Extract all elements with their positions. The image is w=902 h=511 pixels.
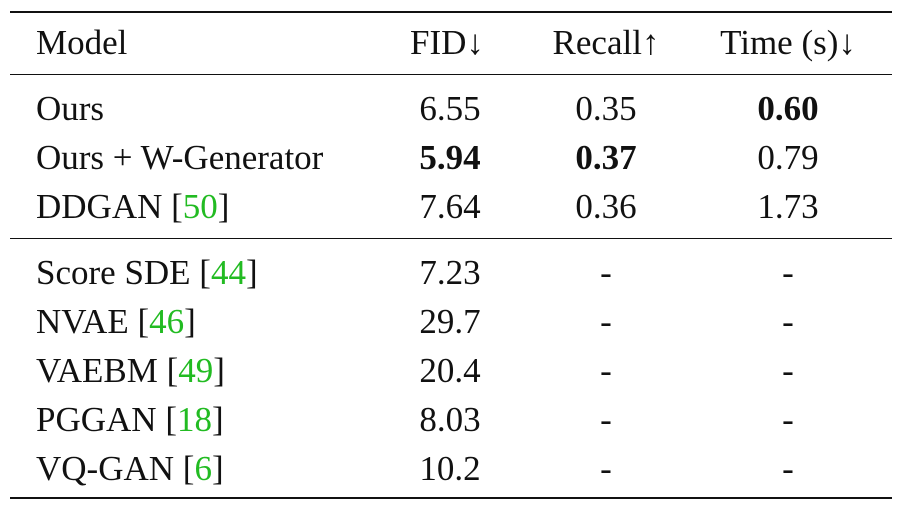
model-label: VAEBM [ [36, 351, 179, 390]
recall-value: 0.37 [575, 138, 637, 177]
recall-value: - [600, 449, 612, 488]
fid-value: 20.4 [419, 351, 481, 390]
fid-value: 7.64 [419, 187, 481, 226]
model-name: PGGAN [18] [36, 398, 224, 442]
model-label: Score SDE [ [36, 253, 211, 292]
table-row: DDGAN [50] 7.64 0.36 1.73 [0, 185, 902, 229]
fid-value: 5.94 [419, 138, 481, 177]
model-label: PGGAN [ [36, 400, 177, 439]
recall-value: - [600, 351, 612, 390]
citation-bracket: ] [211, 449, 224, 488]
table-row: VAEBM [49] 20.4 - - [0, 349, 902, 393]
time-value: 1.73 [757, 187, 819, 226]
citation-bracket: ] [211, 400, 224, 439]
time-value: - [782, 253, 794, 292]
table-row: Ours + W-Generator 5.94 0.37 0.79 [0, 136, 902, 180]
time-value: - [782, 302, 794, 341]
bottom-rule [10, 497, 892, 499]
citation-link[interactable]: 46 [149, 302, 185, 341]
table-row: PGGAN [18] 8.03 - - [0, 398, 902, 442]
top-rule [10, 11, 892, 13]
model-name: NVAE [46] [36, 300, 196, 344]
model-label: DDGAN [ [36, 187, 183, 226]
time-value: 0.79 [757, 138, 819, 177]
model-name: Ours [36, 87, 104, 131]
citation-link[interactable]: 50 [182, 187, 218, 226]
recall-value: - [600, 253, 612, 292]
table-row: NVAE [46] 29.7 - - [0, 300, 902, 344]
citation-link[interactable]: 18 [176, 400, 212, 439]
model-name: Score SDE [44] [36, 251, 258, 295]
recall-value: 0.36 [575, 187, 637, 226]
citation-bracket: ] [217, 187, 230, 226]
time-value: - [782, 400, 794, 439]
table-row: Ours 6.55 0.35 0.60 [0, 87, 902, 131]
fid-value: 8.03 [419, 400, 481, 439]
table-row: VQ-GAN [6] 10.2 - - [0, 447, 902, 491]
header-model: Model [36, 23, 128, 62]
header-rule [10, 74, 892, 75]
fid-value: 10.2 [419, 449, 481, 488]
citation-link[interactable]: 6 [194, 449, 212, 488]
model-name: DDGAN [50] [36, 185, 229, 229]
citation-link[interactable]: 44 [210, 253, 246, 292]
header-time: Time (s)↓ [720, 23, 856, 62]
recall-value: 0.35 [575, 89, 637, 128]
table-row: Score SDE [44] 7.23 - - [0, 251, 902, 295]
recall-value: - [600, 400, 612, 439]
citation-bracket: ] [245, 253, 258, 292]
recall-value: - [600, 302, 612, 341]
citation-bracket: ] [184, 302, 196, 341]
header-row: Model FID↓ Recall↑ Time (s)↓ [0, 21, 902, 65]
header-fid: FID↓ [410, 23, 484, 62]
model-label: VQ-GAN [ [36, 449, 195, 488]
model-label: NVAE [ [36, 302, 150, 341]
time-value: - [782, 449, 794, 488]
mid-rule [10, 238, 892, 239]
model-label: Ours + W-Generator [36, 138, 324, 177]
fid-value: 7.23 [419, 253, 481, 292]
time-value: 0.60 [757, 89, 819, 128]
model-name: VAEBM [49] [36, 349, 225, 393]
citation-link[interactable]: 49 [178, 351, 214, 390]
fid-value: 6.55 [419, 89, 481, 128]
time-value: - [782, 351, 794, 390]
header-recall: Recall↑ [552, 23, 660, 62]
model-name: VQ-GAN [6] [36, 447, 224, 491]
fid-value: 29.7 [419, 302, 481, 341]
model-label: Ours [36, 89, 105, 128]
model-name: Ours + W-Generator [36, 136, 323, 180]
citation-bracket: ] [213, 351, 225, 390]
